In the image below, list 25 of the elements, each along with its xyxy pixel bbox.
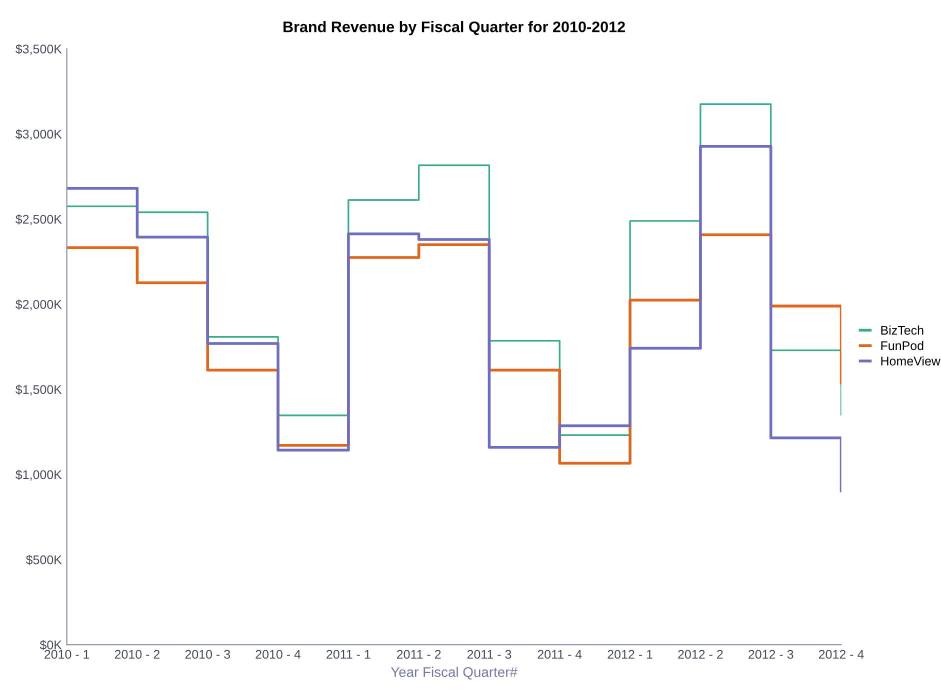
x-tick-label: 2011 - 2 xyxy=(396,650,441,659)
y-tick-label: $2,500K xyxy=(16,214,62,226)
x-tick-label: 2010 - 4 xyxy=(256,650,301,659)
x-axis-title: Year Fiscal Quarter# xyxy=(390,666,518,680)
x-tick-label: 2011 - 1 xyxy=(326,650,370,659)
chart-title: Brand Revenue by Fiscal Quarter for 2010-2012 xyxy=(284,21,625,36)
x-tick-label: 2012 - 1 xyxy=(608,650,652,659)
legend-label: FunPod xyxy=(881,340,924,350)
x-tick-label: 2010 - 1 xyxy=(44,650,90,659)
x-tick-label: 2012 - 3 xyxy=(748,650,794,659)
y-tick-label: $3,000K xyxy=(16,129,62,140)
x-tick-label: 2011 - 3 xyxy=(467,650,512,659)
y-tick-label: $2,000K xyxy=(16,299,62,310)
x-tick-label: 2012 - 4 xyxy=(818,650,864,659)
x-tick-label: 2010 - 3 xyxy=(185,650,230,659)
legend-label: BizTech xyxy=(881,326,924,335)
legend-label: HomeView xyxy=(881,356,940,366)
x-tick-label: 2012 - 2 xyxy=(678,650,723,659)
x-tick-label: 2011 - 4 xyxy=(538,650,582,659)
y-tick-label: $0K xyxy=(40,640,62,650)
y-tick-label: $3,500K xyxy=(16,44,62,55)
y-tick-label: $1,000K xyxy=(16,470,62,481)
x-tick-label: 2010 - 2 xyxy=(114,650,160,659)
y-tick-label: $500K xyxy=(26,554,62,565)
y-tick-label: $1,500K xyxy=(16,384,62,396)
